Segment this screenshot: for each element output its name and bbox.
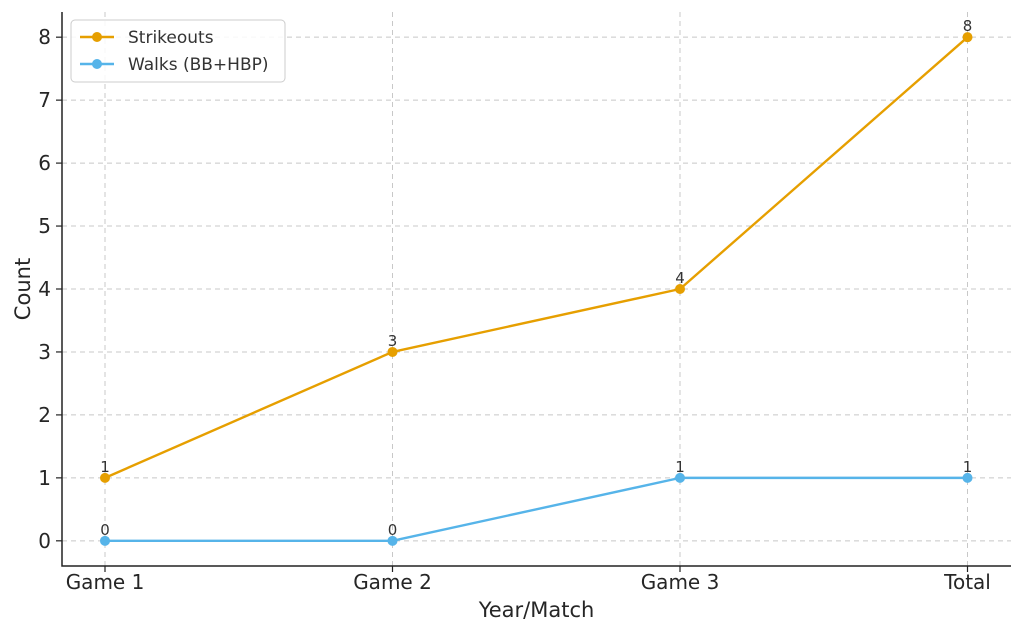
- y-tick-label: 2: [38, 403, 51, 427]
- data-label: 1: [675, 458, 685, 476]
- data-point: [387, 346, 398, 357]
- legend-label: Strikeouts: [128, 28, 214, 48]
- axis-spines: [61, 12, 1011, 567]
- data-point: [675, 472, 685, 483]
- data-label: 4: [675, 269, 685, 287]
- series-layer: [100, 32, 973, 546]
- data-point: [100, 535, 110, 546]
- data-label: 0: [388, 521, 398, 539]
- legend-marker: [92, 32, 102, 42]
- legend: Strikeouts Walks (BB+HBP): [70, 19, 286, 83]
- x-tick-label: Game 2: [353, 570, 432, 594]
- data-label: 8: [963, 17, 973, 35]
- grid-lines: [62, 12, 1011, 566]
- y-tick-label: 1: [38, 466, 51, 490]
- data-point: [675, 284, 685, 294]
- y-axis-title: Count: [11, 258, 35, 320]
- data-label: 1: [963, 458, 973, 476]
- legend-marker: [92, 59, 102, 69]
- data-labels: 1 3 4 8 0 0 1 1: [100, 17, 972, 539]
- x-tick-label: Game 1: [66, 570, 145, 594]
- data-label: 3: [388, 332, 398, 350]
- data-label: 0: [100, 521, 110, 539]
- series-line: [105, 476, 968, 543]
- data-point: [962, 32, 973, 43]
- data-point: [387, 535, 398, 546]
- y-tick-label: 0: [38, 529, 51, 553]
- y-tick-label: 4: [38, 277, 51, 301]
- data-point: [100, 472, 110, 483]
- axes: 0 1 2 3 4 5 6 7 8 Game 1 Game 2 Game 3 Total: [38, 12, 1011, 594]
- y-tick-label: 3: [38, 340, 51, 364]
- data-label: 1: [100, 458, 110, 476]
- y-tick-label: 6: [38, 151, 51, 175]
- y-tick-label: 8: [38, 25, 51, 49]
- data-point: [962, 472, 973, 483]
- y-tick-label: 7: [38, 88, 51, 112]
- legend-label: Walks (BB+HBP): [128, 55, 269, 75]
- x-tick-label: Total: [943, 570, 991, 594]
- y-tick-label: 5: [38, 214, 51, 238]
- x-axis-title: Year/Match: [478, 598, 595, 622]
- legend-box: [70, 19, 286, 83]
- series-line: [104, 36, 969, 479]
- x-tick-label: Game 3: [641, 570, 720, 594]
